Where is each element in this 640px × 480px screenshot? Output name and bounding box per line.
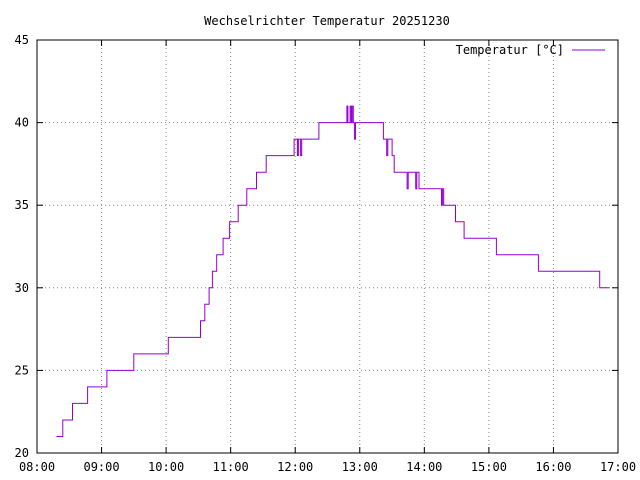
y-tick-label: 25	[15, 363, 29, 377]
legend-label: Temperatur [°C]	[456, 43, 564, 57]
x-tick-label: 13:00	[342, 460, 378, 474]
y-tick-label: 35	[15, 198, 29, 212]
x-tick-label: 08:00	[19, 460, 55, 474]
y-tick-label: 40	[15, 116, 29, 130]
x-tick-label: 10:00	[148, 460, 184, 474]
x-tick-label: 15:00	[471, 460, 507, 474]
grid-lines	[37, 40, 618, 453]
y-tick-label: 30	[15, 281, 29, 295]
axis-ticks: 08:00 09:00 10:00 11:00 12:00 13:00 14:00 15:00…	[15, 33, 637, 474]
plot-frame	[36, 39, 619, 454]
x-tick-label: 14:00	[406, 460, 442, 474]
y-tick-label: 20	[15, 446, 29, 460]
x-tick-label: 16:00	[535, 460, 571, 474]
x-tick-label: 17:00	[600, 460, 636, 474]
x-tick-label: 09:00	[83, 460, 119, 474]
x-tick-label: 12:00	[277, 460, 313, 474]
legend: Temperatur [°C]	[456, 43, 605, 57]
chart-title: Wechselrichter Temperatur 20251230	[204, 14, 450, 28]
x-tick-label: 11:00	[213, 460, 249, 474]
series-line-temperature	[56, 105, 610, 437]
y-tick-label: 45	[15, 33, 29, 47]
series-layer	[56, 105, 610, 437]
